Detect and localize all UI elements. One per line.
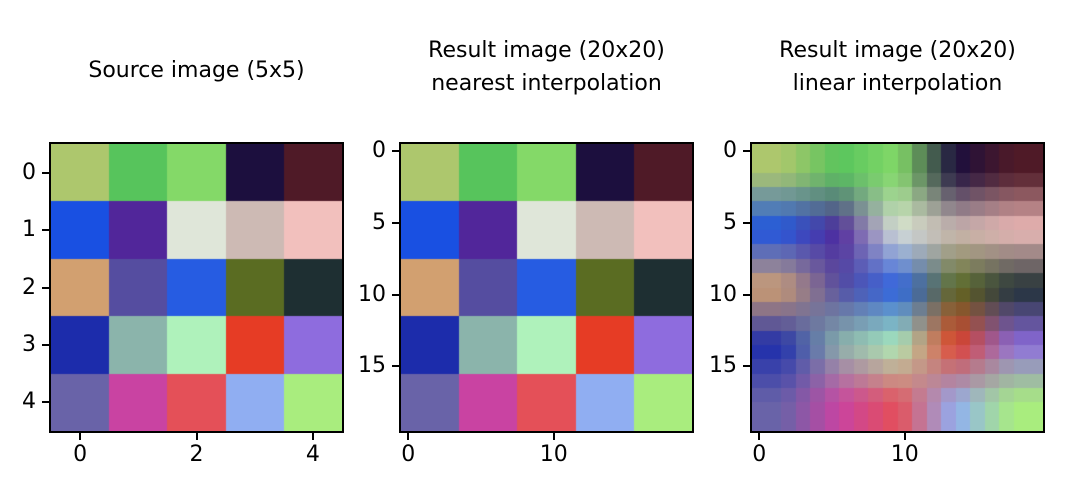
y-tick-label: 5	[723, 209, 737, 235]
subplot-linear-axes: Result image (20x20) linear interpolatio…	[709, 38, 1045, 466]
y-tick-mark	[743, 150, 752, 153]
y-tick-label: 0	[723, 138, 737, 164]
subplot-source-axes: Source image (5x5) 0 1 2 3 4 0 2 4	[22, 58, 344, 466]
x-tick-label: 0	[752, 442, 767, 467]
y-tick-mark	[743, 221, 752, 224]
y-tick-label: 10	[709, 281, 737, 307]
y-tick-mark	[42, 171, 51, 174]
x-tick-label: 0	[73, 442, 88, 467]
y-tick-label: 15	[358, 353, 386, 379]
y-tick-mark	[743, 365, 752, 368]
y-tick-label: 4	[22, 389, 36, 415]
x-tick-mark	[758, 431, 761, 440]
x-tick-label: 10	[539, 442, 568, 467]
y-tick-mark	[392, 150, 401, 153]
y-tick-label: 3	[22, 331, 36, 357]
y-tick-mark	[42, 286, 51, 289]
y-tick-mark	[392, 365, 401, 368]
x-tick-mark	[552, 431, 555, 440]
subplot-linear-title: Result image (20x20) linear interpolatio…	[779, 38, 1016, 96]
x-tick-mark	[311, 431, 314, 440]
x-tick-label: 2	[189, 442, 204, 467]
y-tick-mark	[392, 221, 401, 224]
subplot-nearest-title: Result image (20x20) nearest interpolati…	[428, 38, 665, 96]
source-image-grid	[51, 144, 342, 431]
y-tick-label: 0	[372, 138, 386, 164]
y-tick-mark	[42, 229, 51, 232]
y-tick-label: 5	[372, 209, 386, 235]
subplot-source-title: Source image (5x5)	[88, 58, 305, 83]
y-tick-mark	[42, 343, 51, 346]
y-tick-mark	[42, 401, 51, 404]
x-tick-label: 4	[305, 442, 320, 467]
y-tick-mark	[392, 293, 401, 296]
linear-interpolation-grid	[752, 144, 1043, 431]
x-tick-label: 0	[401, 442, 416, 467]
x-tick-mark	[195, 431, 198, 440]
y-tick-label: 1	[22, 217, 36, 243]
y-tick-label: 15	[709, 353, 737, 379]
nearest-interpolation-grid	[401, 144, 692, 431]
subplot-nearest-axes: Result image (20x20) nearest interpolati…	[358, 38, 694, 466]
y-tick-mark	[743, 293, 752, 296]
x-tick-mark	[79, 431, 82, 440]
x-tick-mark	[407, 431, 410, 440]
x-tick-label: 10	[890, 442, 919, 467]
y-tick-label: 2	[22, 274, 36, 300]
x-tick-mark	[903, 431, 906, 440]
y-tick-label: 0	[22, 159, 36, 185]
y-tick-label: 10	[358, 281, 386, 307]
